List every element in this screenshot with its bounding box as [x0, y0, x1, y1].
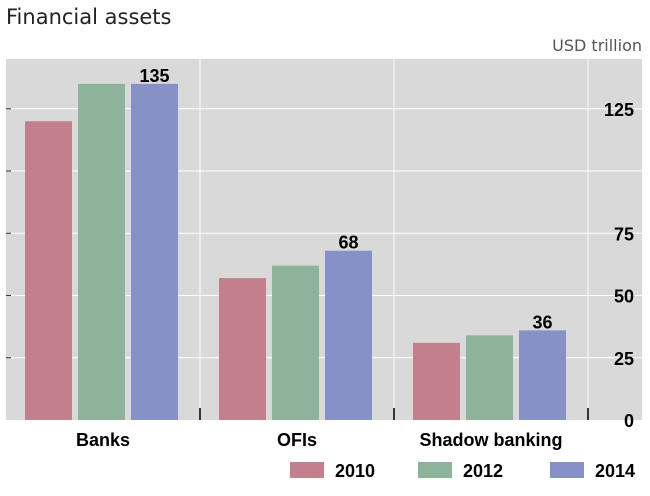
chart-title: Financial assets [6, 5, 171, 29]
legend-swatch [550, 462, 584, 478]
bar-ofis-2012 [272, 265, 319, 420]
bar-shadow-banking-2014 [519, 330, 566, 420]
data-label: 135 [139, 66, 169, 86]
y-tick-label: 25 [614, 349, 634, 369]
legend-swatch [418, 462, 452, 478]
bar-ofis-2010 [219, 278, 266, 420]
bars [25, 83, 566, 421]
legend: 2010 2012 2014 [290, 461, 635, 481]
bar-banks-2014 [131, 83, 178, 421]
category-label: Banks [76, 430, 130, 450]
data-label: 68 [338, 233, 358, 253]
bar-banks-2012 [78, 83, 125, 421]
category-label: OFIs [277, 430, 317, 450]
bar-ofis-2014 [325, 250, 372, 420]
y-tick-label: 75 [614, 224, 634, 244]
legend-swatch [290, 462, 324, 478]
y-tick-label: 125 [604, 100, 634, 120]
legend-label: 2012 [463, 461, 503, 481]
data-label: 36 [532, 312, 552, 332]
category-label: Shadow banking [419, 430, 562, 450]
unit-label: USD trillion [552, 36, 642, 55]
x-axis: Banks OFIs Shadow banking [76, 408, 589, 450]
bar-shadow-banking-2010 [413, 342, 460, 420]
y-axis: 0 25 50 75 125 [6, 100, 634, 431]
legend-label: 2014 [595, 461, 635, 481]
legend-label: 2010 [335, 461, 375, 481]
bar-banks-2010 [25, 121, 72, 420]
y-tick-label: 50 [614, 287, 634, 307]
bar-shadow-banking-2012 [466, 335, 513, 420]
data-labels: 135 68 36 [139, 66, 552, 332]
y-tick-label: 0 [624, 411, 634, 431]
